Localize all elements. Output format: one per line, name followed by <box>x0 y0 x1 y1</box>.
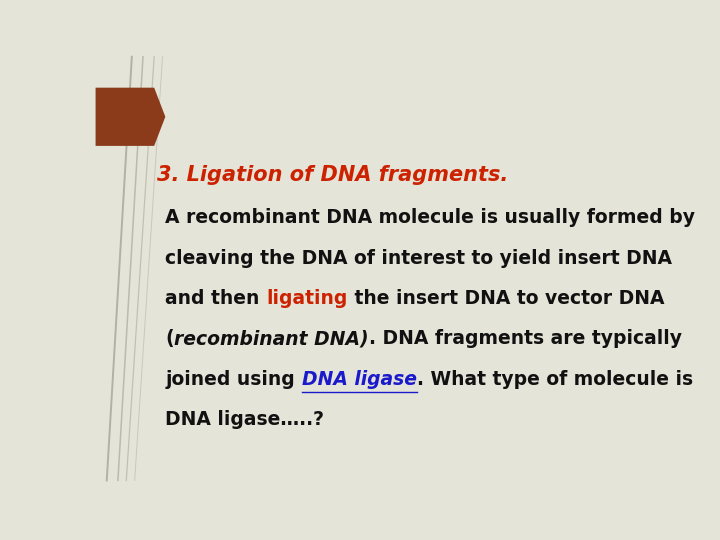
Text: . What type of molecule is: . What type of molecule is <box>417 369 693 389</box>
Polygon shape <box>96 87 166 146</box>
Text: recombinant DNA): recombinant DNA) <box>174 329 369 348</box>
Text: cleaving the DNA of interest to yield insert DNA: cleaving the DNA of interest to yield in… <box>166 248 672 268</box>
Text: ligating: ligating <box>266 289 348 308</box>
Text: DNA ligase: DNA ligase <box>302 369 417 389</box>
Text: (: ( <box>166 329 174 348</box>
Text: . DNA fragments are typically: . DNA fragments are typically <box>369 329 682 348</box>
Text: the insert DNA to vector DNA: the insert DNA to vector DNA <box>348 289 664 308</box>
Text: joined using: joined using <box>166 369 302 389</box>
Text: A recombinant DNA molecule is usually formed by: A recombinant DNA molecule is usually fo… <box>166 208 696 227</box>
Text: DNA ligase…..?: DNA ligase…..? <box>166 410 324 429</box>
Text: 3. Ligation of DNA fragments.: 3. Ligation of DNA fragments. <box>157 165 508 185</box>
Text: and then: and then <box>166 289 266 308</box>
